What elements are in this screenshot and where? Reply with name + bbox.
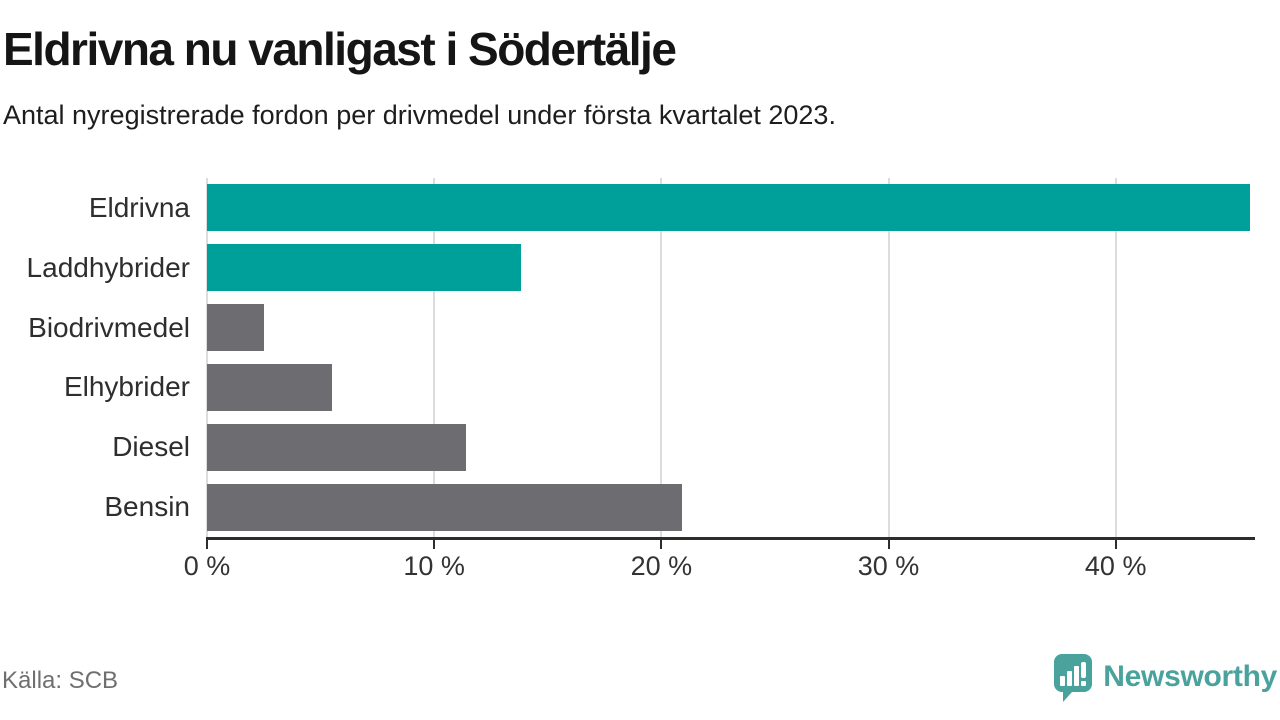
gridline-30 bbox=[887, 178, 890, 537]
brand-name: Newsworthy bbox=[1103, 660, 1277, 693]
x-tick-30 bbox=[887, 540, 890, 549]
category-label-biodrivmedel: Biodrivmedel bbox=[28, 311, 190, 343]
x-tick-40 bbox=[1114, 540, 1117, 549]
bar-row-diesel bbox=[207, 417, 1252, 477]
bar-diesel bbox=[207, 423, 466, 471]
bar-row-biodrivmedel bbox=[207, 298, 1252, 358]
x-tick-label-30: 30 % bbox=[857, 551, 920, 581]
bars bbox=[207, 178, 1252, 537]
bar-row-eldrivna bbox=[207, 178, 1252, 238]
x-tick-0 bbox=[206, 540, 208, 549]
category-label-diesel: Diesel bbox=[112, 431, 190, 463]
x-tick-label-0: 0 % bbox=[183, 551, 231, 581]
source-note: Källa: SCB bbox=[2, 667, 119, 694]
x-tick-10 bbox=[433, 540, 436, 549]
x-tick-label-20: 20 % bbox=[630, 551, 693, 581]
bar-biodrivmedel bbox=[207, 304, 264, 352]
gridline-10 bbox=[433, 178, 436, 537]
gridline-40 bbox=[1114, 178, 1117, 537]
bar-elhybrider bbox=[207, 363, 332, 411]
category-label-laddhybrider: Laddhybrider bbox=[26, 251, 190, 283]
brand-logo: Newsworthy bbox=[1050, 652, 1277, 702]
newsworthy-logo-icon bbox=[1050, 652, 1094, 702]
chart-subtitle: Antal nyregistrerade fordon per drivmede… bbox=[3, 100, 836, 130]
bar-row-elhybrider bbox=[207, 357, 1252, 417]
x-axis-line bbox=[206, 537, 1255, 540]
bar-row-bensin bbox=[207, 477, 1252, 537]
category-label-elhybrider: Elhybrider bbox=[63, 371, 190, 403]
bar-laddhybrider bbox=[207, 244, 521, 292]
gridline-0 bbox=[206, 178, 208, 537]
gridline-20 bbox=[660, 178, 663, 537]
category-label-bensin: Bensin bbox=[104, 491, 190, 523]
plot-area bbox=[206, 178, 1252, 537]
x-tick-label-10: 10 % bbox=[403, 551, 465, 581]
bar-row-laddhybrider bbox=[207, 238, 1252, 298]
bar-eldrivna bbox=[207, 184, 1250, 232]
chart-title: Eldrivna nu vanligast i Södertälje bbox=[3, 23, 677, 75]
x-tick-20 bbox=[660, 540, 663, 549]
x-axis: 0 % 10 % 20 % 30 % 40 % bbox=[184, 537, 1252, 587]
y-axis-category-labels: Eldrivna Laddhybrider Biodrivmedel Elhybrid… bbox=[0, 178, 190, 537]
x-tick-label-40: 40 % bbox=[1084, 551, 1147, 581]
category-label-eldrivna: Eldrivna bbox=[88, 191, 190, 223]
bar-bensin bbox=[207, 483, 682, 531]
